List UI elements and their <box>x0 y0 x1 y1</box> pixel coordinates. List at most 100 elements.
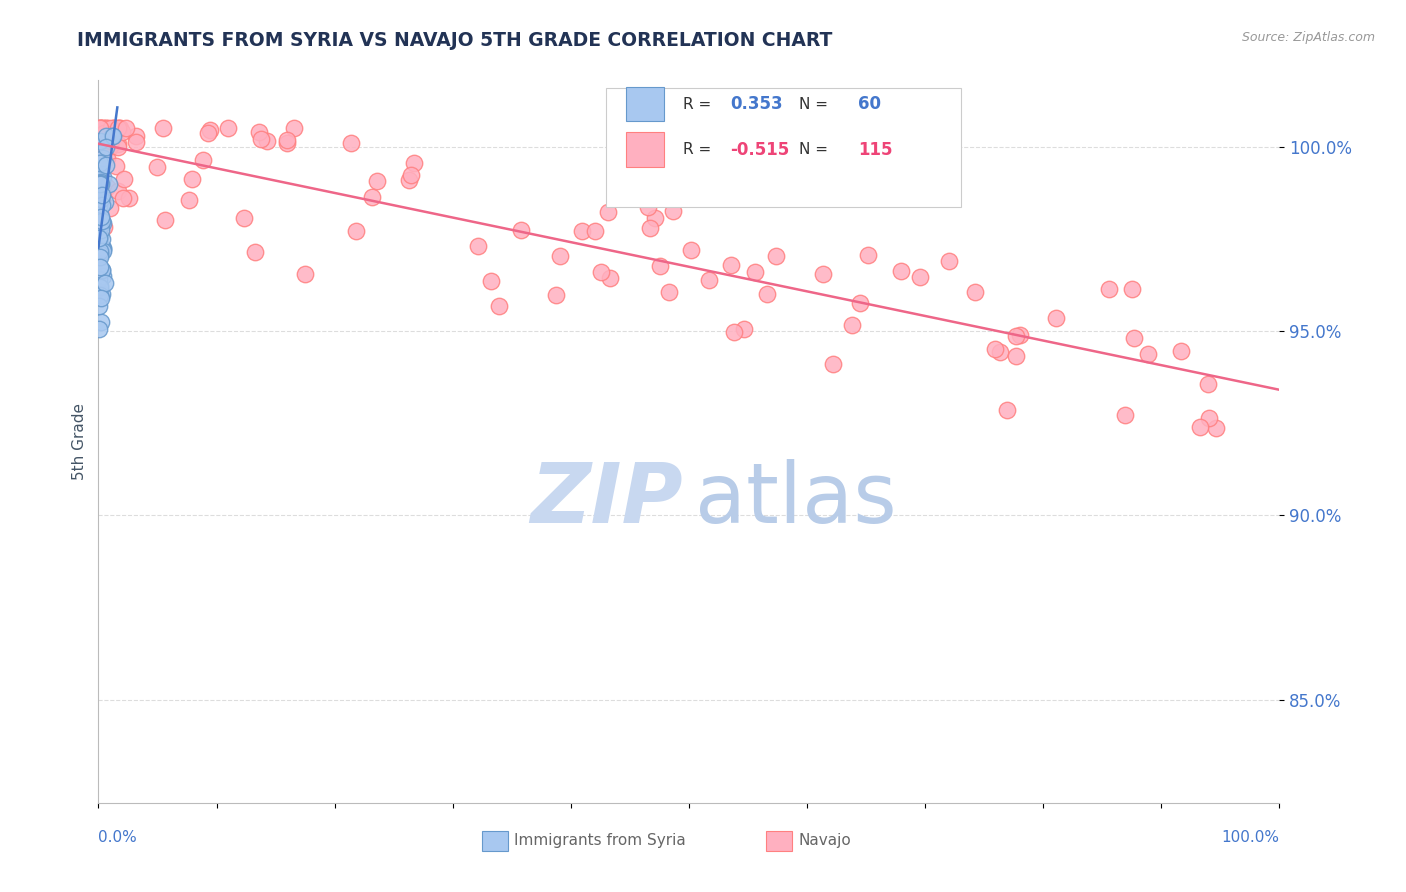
Point <box>115 121 138 136</box>
Point <box>91 169 114 184</box>
Point <box>98 140 121 154</box>
Point <box>89 192 111 206</box>
Point <box>1045 310 1067 325</box>
Point <box>938 253 960 268</box>
Point <box>145 161 167 175</box>
Point <box>94 195 117 210</box>
Text: Navajo: Navajo <box>799 833 852 848</box>
Point <box>87 232 110 246</box>
Point <box>276 136 298 150</box>
Point <box>155 213 177 227</box>
Point <box>89 246 111 260</box>
Point <box>1205 421 1227 435</box>
Point <box>89 121 111 136</box>
Point <box>89 178 111 192</box>
Point <box>91 262 114 277</box>
Point <box>849 296 872 310</box>
Point <box>398 173 420 187</box>
Point <box>97 178 120 192</box>
Point <box>644 211 666 226</box>
Point <box>124 128 146 143</box>
Point <box>404 156 426 170</box>
Text: ZIP: ZIP <box>530 458 683 540</box>
Point <box>89 260 111 274</box>
Point <box>89 261 111 276</box>
Point <box>104 121 127 136</box>
Point <box>697 272 720 286</box>
Point <box>177 194 200 208</box>
Point <box>681 243 703 257</box>
Point <box>856 248 879 262</box>
Point <box>233 211 256 226</box>
Point <box>90 263 112 277</box>
Point <box>90 198 112 212</box>
Point <box>103 128 125 143</box>
Point <box>90 175 112 189</box>
Point <box>249 132 271 146</box>
Point <box>96 128 118 143</box>
Point <box>283 121 305 136</box>
Text: 0.0%: 0.0% <box>98 830 138 845</box>
Point <box>765 249 787 263</box>
Point <box>1188 420 1211 434</box>
Point <box>91 244 114 258</box>
Point <box>1137 346 1160 360</box>
Y-axis label: 5th Grade: 5th Grade <box>72 403 87 480</box>
Point <box>111 124 134 138</box>
Point <box>1122 331 1144 345</box>
Point <box>90 292 112 306</box>
Point <box>89 134 111 148</box>
Point <box>488 299 510 313</box>
Point <box>89 280 111 294</box>
Point <box>1005 329 1028 343</box>
Point <box>87 285 110 300</box>
Point <box>366 174 388 188</box>
Point <box>658 285 681 299</box>
Point <box>650 259 672 273</box>
Point <box>89 169 111 183</box>
Point <box>823 357 845 371</box>
Point <box>637 200 659 214</box>
Point <box>89 207 111 221</box>
Point <box>509 223 531 237</box>
Point <box>101 128 124 143</box>
Point <box>104 159 127 173</box>
Point <box>550 249 572 263</box>
Text: 0.353: 0.353 <box>730 95 783 113</box>
Point <box>1005 349 1028 363</box>
Point <box>723 325 745 339</box>
Point <box>90 214 112 228</box>
Point <box>294 267 316 281</box>
Point <box>90 223 112 237</box>
Text: N =: N = <box>799 96 828 112</box>
Text: atlas: atlas <box>695 458 897 540</box>
Point <box>276 133 298 147</box>
Point <box>152 121 174 136</box>
Point <box>93 121 115 136</box>
Point <box>98 201 121 215</box>
Text: R =: R = <box>683 96 716 112</box>
Point <box>197 126 219 140</box>
Point <box>89 176 111 190</box>
Point <box>91 121 114 136</box>
Point <box>87 272 110 286</box>
Point <box>100 134 122 148</box>
Bar <box>626 132 664 167</box>
Point <box>89 172 111 186</box>
FancyBboxPatch shape <box>606 87 960 207</box>
Point <box>90 315 112 329</box>
Point <box>91 151 114 165</box>
Point <box>108 121 131 136</box>
Point <box>995 403 1018 417</box>
Point <box>90 193 112 207</box>
Text: -0.515: -0.515 <box>730 141 790 159</box>
Point <box>103 121 125 136</box>
Point <box>198 123 221 137</box>
Point <box>87 299 110 313</box>
Point <box>467 239 489 253</box>
Point <box>965 285 987 299</box>
Point <box>90 142 112 156</box>
Point <box>744 265 766 279</box>
Point <box>479 274 502 288</box>
Point <box>89 244 111 259</box>
